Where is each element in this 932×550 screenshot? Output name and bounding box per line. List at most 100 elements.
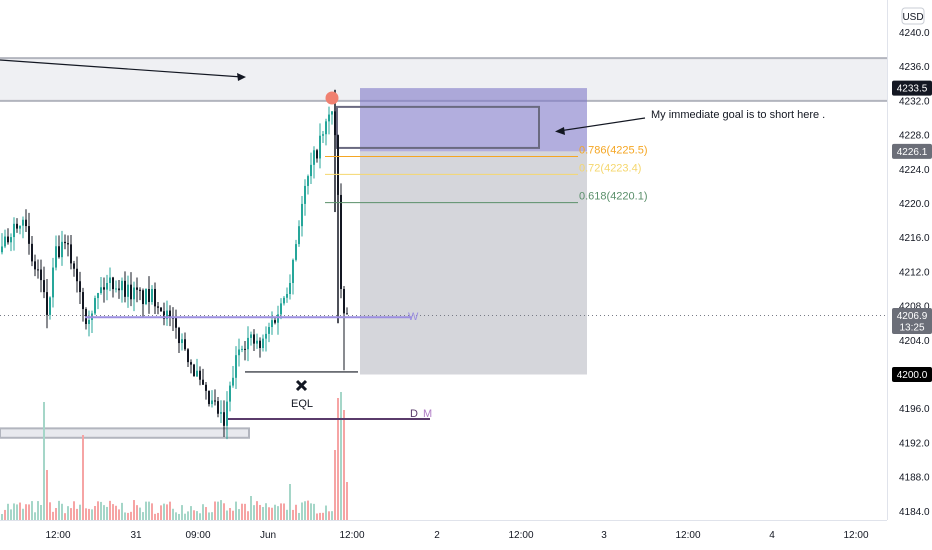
candle-body	[76, 268, 78, 282]
candle-body	[253, 334, 255, 344]
candle-body	[43, 280, 45, 293]
price-badge-label: 4206.9	[897, 311, 928, 322]
volume-bar	[127, 512, 129, 520]
volume-bar	[199, 513, 201, 520]
volume-bar	[235, 501, 237, 520]
candle-body	[1, 246, 3, 253]
candle-body	[52, 267, 54, 298]
candle-body	[70, 244, 72, 264]
volume-bar	[79, 504, 81, 520]
volume-bar	[274, 504, 276, 520]
candle-body	[304, 185, 306, 204]
candle-body	[265, 333, 267, 339]
candle-body	[274, 320, 276, 323]
candle-body	[202, 379, 204, 385]
price-badge	[892, 143, 932, 159]
candle-body	[247, 337, 249, 350]
volume-bar	[10, 509, 12, 520]
volume-bar	[121, 502, 123, 520]
volume-bar	[253, 505, 255, 520]
candle-body	[169, 310, 171, 318]
candle-body	[208, 390, 210, 405]
time-axis[interactable]: 12:00 31 09:00 Jun 12:00 2 12:00 3 12:00 4 12:00	[0, 520, 887, 542]
currency-label: USD	[902, 12, 923, 23]
volume-bar	[19, 502, 21, 520]
short-entry-zone	[360, 88, 587, 152]
volume-bar	[13, 503, 15, 520]
volume-bar	[142, 512, 144, 520]
y-tick-label: 4220.0	[899, 199, 930, 210]
x-tick-label: 12:00	[508, 530, 533, 541]
volume-bar	[106, 506, 108, 520]
candle-body	[259, 340, 261, 349]
candle-body	[214, 400, 216, 402]
volume-bar	[256, 501, 258, 520]
volume-bar	[346, 482, 348, 520]
volume-bar	[73, 501, 75, 520]
volume-bar	[52, 511, 54, 520]
volume-bar	[169, 501, 171, 520]
volume-bar	[184, 513, 186, 520]
x-tick-label: 4	[769, 530, 775, 541]
candle-body	[331, 111, 333, 115]
volume-bar	[250, 496, 252, 520]
candle-body	[220, 412, 222, 414]
volume-bar	[268, 507, 270, 520]
candle-body	[322, 134, 324, 136]
volume-bar	[325, 505, 327, 520]
volume-bar	[7, 503, 9, 520]
candle-body	[250, 334, 252, 338]
volume-bar	[139, 507, 141, 520]
candle-body	[61, 241, 63, 258]
candle-body	[37, 269, 39, 271]
y-tick-label: 4208.0	[899, 302, 930, 313]
volume-bar	[112, 504, 114, 520]
trend-arrow-head	[237, 73, 246, 81]
x-tick-label: 12:00	[339, 530, 364, 541]
volume-bar	[25, 504, 27, 520]
price-badges: 4233.5 4226.1 4206.913:25 4200.0	[892, 80, 932, 382]
volume-bar	[109, 500, 111, 520]
volume-bar	[163, 503, 165, 520]
candlestick-series[interactable]	[1, 89, 348, 440]
volume-bar	[223, 503, 225, 520]
volume-bar	[301, 502, 303, 520]
candle-body	[100, 287, 102, 294]
price-badge	[892, 308, 932, 335]
volume-bar	[178, 513, 180, 520]
candle-body	[73, 263, 75, 269]
candle-body	[157, 306, 159, 308]
candle-body	[262, 338, 264, 349]
y-tick-label: 4204.0	[899, 336, 930, 347]
volume-bar	[328, 511, 330, 520]
volume-bar	[322, 512, 324, 520]
y-tick-label: 4224.0	[899, 165, 930, 176]
x-tick-label: 12:00	[843, 530, 868, 541]
volume-bar	[34, 512, 36, 520]
volume-bar	[151, 503, 153, 520]
peak-marker	[325, 91, 339, 105]
volume-bar	[319, 512, 321, 520]
candle-body	[178, 327, 180, 344]
volume-bar	[307, 500, 309, 520]
candle-body	[94, 298, 96, 314]
candle-body	[55, 246, 57, 268]
candle-body	[22, 219, 24, 226]
y-tick-label: 4228.0	[899, 131, 930, 142]
volume-bar	[154, 513, 156, 520]
candle-body	[133, 287, 135, 300]
volume-bar	[46, 470, 48, 520]
candle-body	[226, 401, 228, 426]
candle-body	[121, 280, 123, 291]
y-tick-label: 4184.0	[899, 507, 930, 518]
candle-body	[130, 284, 132, 300]
volume-bar	[331, 511, 333, 520]
volume-bar	[286, 509, 288, 520]
candle-body	[256, 340, 258, 344]
volume-bar	[289, 484, 291, 520]
y-tick-label: 4232.0	[899, 96, 930, 107]
candle-body	[16, 223, 18, 229]
volume-bar	[70, 508, 72, 520]
entry-box-outline	[336, 105, 540, 149]
